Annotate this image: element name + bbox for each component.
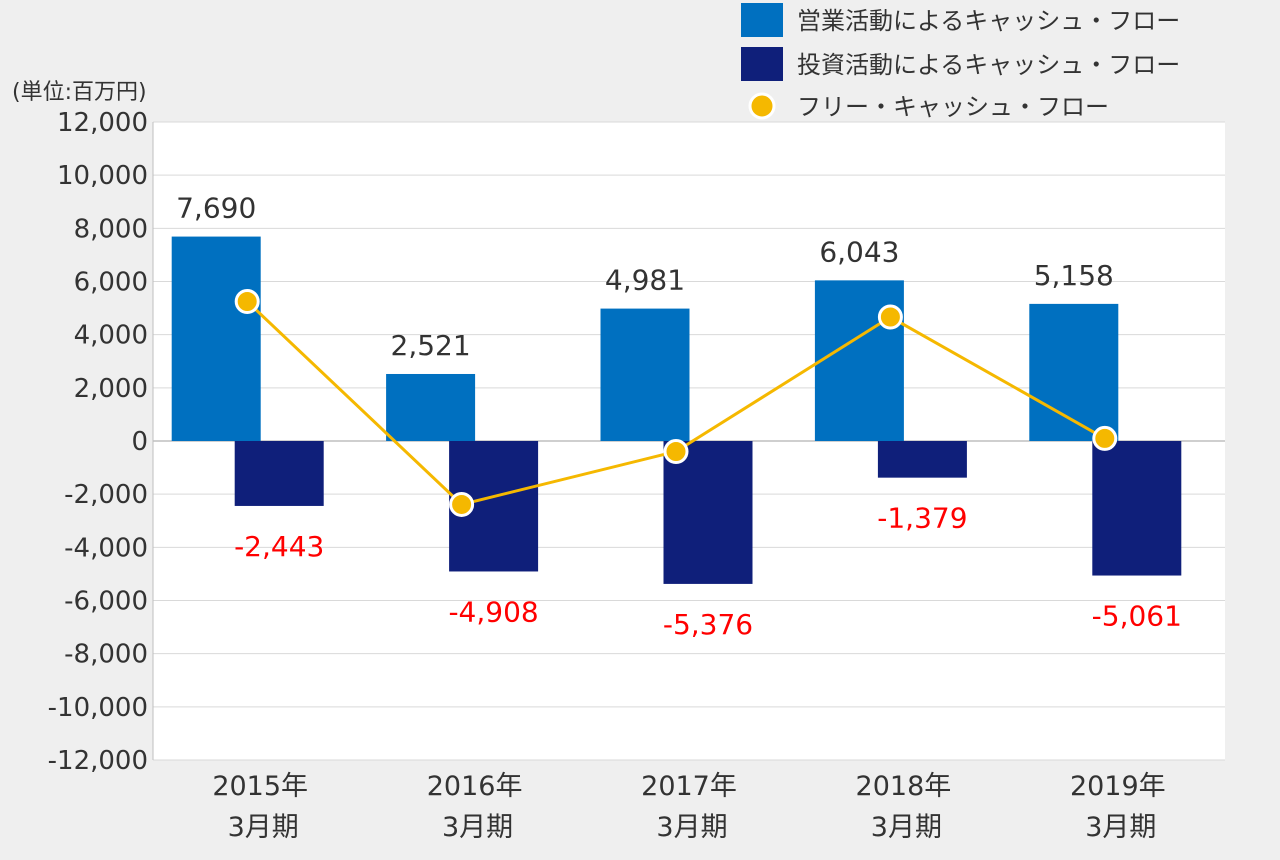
bar [234, 441, 324, 506]
y-tick-label: 10,000 [57, 161, 148, 191]
data-label: -5,061 [1092, 600, 1182, 633]
x-tick-label: 3月期 [871, 812, 942, 843]
line-point [234, 289, 260, 315]
y-tick-label: 6,000 [74, 268, 148, 298]
legend-marker [748, 92, 776, 120]
legend-swatch [741, 47, 783, 81]
x-axis: 2015年 3月期 2016年 3月期 2017年 3月期 2018年 3月期 2019年 3月期 [212, 771, 1165, 843]
x-tick-label: 3月期 [656, 812, 727, 843]
x-tick-label: 2018年 [856, 771, 952, 802]
y-tick-label: -10,000 [48, 693, 148, 723]
y-tick-label: -2,000 [64, 480, 148, 510]
x-tick-label: 3月期 [442, 812, 513, 843]
line-point [449, 491, 475, 517]
y-tick-label: -4,000 [64, 533, 148, 563]
data-label: 4,981 [605, 264, 685, 297]
x-tick-label: 2017年 [641, 771, 737, 802]
bar-series [171, 236, 1182, 584]
data-label: -4,908 [448, 595, 538, 628]
bar [877, 441, 967, 478]
data-label: 7,690 [176, 192, 256, 225]
data-label: -5,376 [663, 608, 753, 641]
data-label: 6,043 [819, 235, 899, 268]
data-label: -1,379 [877, 502, 967, 535]
legend-label: フリー・キャッシュ・フロー [797, 93, 1109, 121]
legend-label: 営業活動によるキャッシュ・フロー [797, 7, 1180, 35]
y-tick-label: -6,000 [64, 587, 148, 617]
x-tick-label: 2015年 [212, 771, 308, 802]
line-point [877, 304, 903, 330]
legend-label: 投資活動によるキャッシュ・フロー [797, 51, 1180, 79]
y-axis: 12,000 10,000 8,000 6,000 4,000 2,000 0 -2,000 -… [48, 108, 154, 776]
bar [386, 373, 476, 441]
y-tick-label: 4,000 [74, 321, 148, 351]
data-labels: 7,690 2,521 4,981 6,043 5,158 -2,443 -4,908 -5,… [176, 192, 1182, 641]
x-tick-label: 3月期 [228, 812, 299, 843]
bar [171, 236, 261, 441]
line-point [1092, 425, 1118, 451]
bar [663, 441, 753, 584]
y-tick-label: 8,000 [74, 214, 148, 244]
x-tick-label: 3月期 [1085, 812, 1156, 843]
legend-swatch [741, 3, 783, 37]
line-point [663, 439, 689, 465]
line-series [234, 289, 1118, 517]
data-label: -2,443 [234, 530, 324, 563]
bar [814, 280, 904, 441]
legend: 営業活動によるキャッシュ・フロー投資活動によるキャッシュ・フローフリー・キャッシ… [741, 3, 1180, 121]
y-tick-label: 2,000 [74, 374, 148, 404]
y-tick-label: -8,000 [64, 640, 148, 670]
data-label: 2,521 [391, 329, 471, 362]
y-tick-label: -12,000 [48, 746, 148, 776]
bar [1092, 441, 1182, 576]
bar [600, 308, 690, 441]
y-tick-label: 12,000 [57, 108, 148, 138]
bar [1029, 303, 1119, 441]
unit-label: (単位:百万円) [12, 80, 147, 105]
y-tick-label: 0 [131, 427, 148, 457]
x-tick-label: 2016年 [427, 771, 523, 802]
x-tick-label: 2019年 [1070, 771, 1166, 802]
grid-lines [153, 121, 1225, 761]
data-label: 5,158 [1034, 259, 1114, 292]
